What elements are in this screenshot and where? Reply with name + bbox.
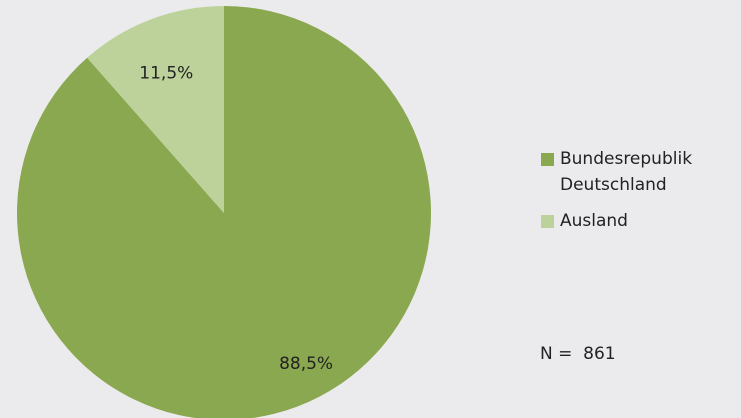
data-label: 88,5%: [279, 354, 333, 374]
pie-slice: [17, 6, 431, 418]
legend-item: Ausland: [541, 208, 711, 234]
legend-label: Bundesrepublik Deutschland: [560, 149, 693, 195]
legend-swatch: [541, 153, 554, 166]
legend-item: Bundesrepublik Deutschland: [541, 146, 711, 198]
legend-label: Ausland: [560, 211, 628, 231]
data-label: 11,5%: [139, 64, 193, 84]
legend: Bundesrepublik Deutschland Ausland: [541, 146, 711, 244]
pie-slice: [87, 6, 224, 213]
legend-swatch: [541, 215, 554, 228]
annotation: N = 861: [540, 344, 616, 364]
